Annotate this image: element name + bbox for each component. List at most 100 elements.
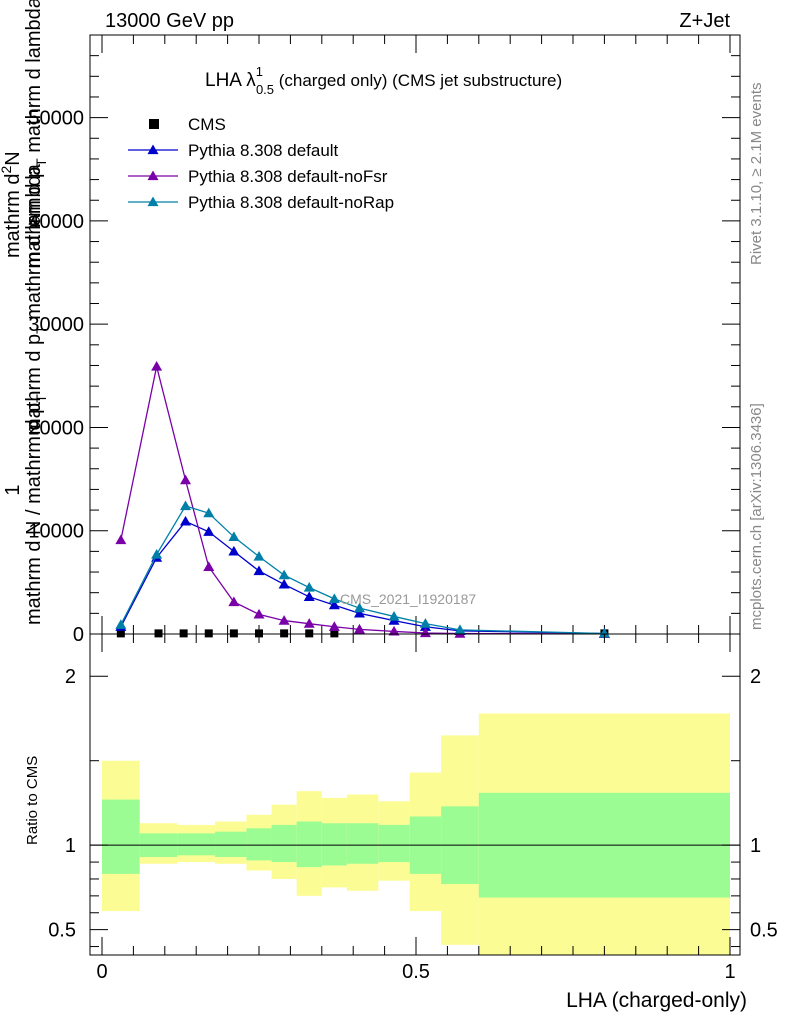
- ratio-y-tick-label-right: 2: [750, 666, 761, 688]
- series-point: [180, 474, 192, 485]
- main-x-ticks: [101, 35, 731, 634]
- series-point: [180, 500, 192, 511]
- data-point: [154, 629, 163, 638]
- data-point: [305, 629, 314, 638]
- y-label-line3-sup: 2: [0, 166, 14, 174]
- ratio-y-tick-label: 1: [65, 835, 76, 857]
- ratio-inner-band: [378, 824, 410, 863]
- legend-label: CMS: [188, 115, 226, 134]
- series-point: [228, 545, 240, 556]
- series-1: [115, 515, 610, 638]
- series-point: [203, 507, 215, 518]
- y-label-line2-sub: T: [33, 325, 49, 334]
- x-axis-label: LHA (charged-only): [566, 989, 747, 1012]
- legend-entry: Pythia 8.308 default-noRap: [128, 193, 394, 212]
- y-label-line2: mathrm d pT mathrm d lambda: [23, 163, 49, 435]
- y-label-line3: mathrm d2N: [0, 151, 24, 258]
- series-point: [388, 610, 400, 621]
- legend-entry: Pythia 8.308 default-noFsr: [128, 167, 388, 186]
- data-point: [330, 629, 339, 638]
- ratio-inner-band: [296, 821, 322, 868]
- series-point: [419, 618, 431, 628]
- plot-title-sub: 0.5: [256, 82, 274, 97]
- series-point: [303, 618, 315, 628]
- ratio-y-tick-label: 2: [65, 666, 76, 688]
- series-point: [278, 569, 290, 580]
- y-label-line4-sub: T: [33, 158, 49, 167]
- series-point: [115, 534, 127, 545]
- ratio-plot-panel: 0.5 0.51 12 2 0 0.5 1 Ratio to CMS LHA (charg…: [24, 633, 778, 1012]
- x-tick-label: 1: [724, 961, 735, 983]
- series-point: [328, 599, 340, 610]
- ratio-y-tick-label-right: 0.5: [750, 920, 778, 942]
- series-line: [120, 505, 605, 635]
- plot-title-main: LHA λ: [205, 70, 256, 91]
- series-line: [120, 366, 605, 635]
- series-point: [151, 548, 163, 559]
- legend-marker: [147, 196, 159, 207]
- y-label-line1-sub: T: [33, 394, 49, 403]
- y-label-line4: mathrm d pT mathrm d lambda: [23, 0, 49, 268]
- y-label-line1: mathrm d N / mathrm d pT: [23, 394, 49, 625]
- ratio-inner-band: [271, 824, 297, 863]
- main-series: [115, 361, 610, 639]
- series-3: [115, 500, 610, 638]
- header-right: Z+Jet: [679, 10, 730, 32]
- series-point: [228, 531, 240, 542]
- y-label-line1-main: mathrm d N / mathrm d p: [23, 403, 45, 625]
- ratio-y-label: Ratio to CMS: [24, 756, 41, 845]
- ratio-y-tick-label: 0.5: [48, 920, 76, 942]
- series-point: [278, 615, 290, 625]
- main-y-label: 1 mathrm d N / mathrm d pT mathrm d pT m…: [0, 0, 49, 625]
- legend-entry: CMS: [149, 115, 226, 134]
- y-label-line2-suffix: mathrm d lambda: [23, 163, 45, 325]
- series-point: [180, 515, 192, 526]
- series-point: [353, 607, 365, 618]
- series-point: [454, 624, 466, 634]
- legend-entry: Pythia 8.308 default: [128, 141, 339, 160]
- series-point: [303, 582, 315, 592]
- series-point: [115, 619, 127, 629]
- series-point: [228, 596, 240, 607]
- y-label-line3-suffix: N: [2, 151, 24, 165]
- series-point: [353, 602, 365, 613]
- data-point: [179, 629, 188, 638]
- y-label-line3-main: mathrm d: [2, 174, 24, 258]
- ratio-inner-band: [321, 823, 347, 866]
- data-point: [116, 629, 125, 638]
- ratio-inner-band: [102, 799, 140, 874]
- legend-label: Pythia 8.308 default-noFsr: [188, 167, 388, 186]
- ratio-inner-band: [177, 833, 216, 856]
- mcplots-label: mcplots.cern.ch [arXiv:1306.3436]: [748, 403, 765, 630]
- ratio-y-tick-label-right: 1: [750, 835, 761, 857]
- series-point: [419, 627, 431, 638]
- ratio-inner-band: [215, 831, 247, 858]
- series-point: [353, 623, 365, 634]
- x-tick-label: 0.5: [402, 961, 430, 983]
- series-point: [328, 593, 340, 604]
- rivet-label: Rivet 3.1.10, ≥ 2.1M events: [748, 83, 765, 266]
- main-y-tick-label: 50000: [28, 108, 84, 130]
- series-point: [151, 361, 163, 371]
- header-left: 13000 GeV pp: [105, 10, 234, 32]
- ratio-y-ticks: 0.5 0.5 1 1 2 2: [48, 666, 778, 948]
- main-y-tick-label: 30000: [28, 314, 84, 336]
- series-point: [278, 578, 290, 589]
- plot-title: LHA λ1 0.5 (charged only) (CMS jet substr…: [205, 64, 562, 97]
- series-point: [203, 526, 215, 536]
- main-y-tick-label: 10000: [28, 521, 84, 543]
- data-point: [229, 629, 238, 638]
- series-point: [388, 625, 400, 636]
- data-point: [280, 629, 289, 638]
- ratio-bands: [90, 713, 740, 955]
- legend-label: Pythia 8.308 default-noRap: [188, 193, 394, 212]
- ratio-x-ticks: 0 0.5 1: [96, 634, 736, 983]
- plot-title-suffix: (charged only) (CMS jet substructure): [274, 71, 562, 90]
- series-point: [253, 551, 265, 561]
- x-tick-label: 0: [96, 961, 107, 983]
- main-y-ticks: 0 10000 20000 30000 40000 50000: [28, 34, 740, 646]
- ratio-plot-frame: [89, 633, 741, 956]
- legend: CMS Pythia 8.308 default Pythia 8.308 defa…: [128, 115, 394, 212]
